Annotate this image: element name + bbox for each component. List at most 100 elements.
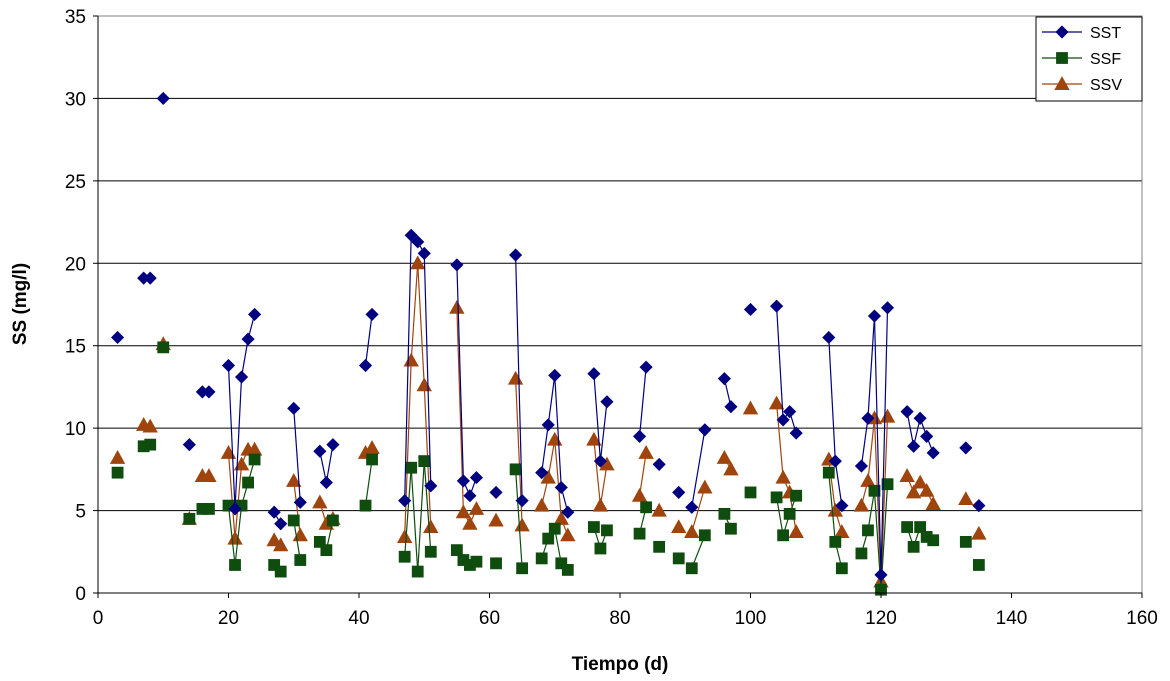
data-point xyxy=(286,473,302,487)
data-point xyxy=(640,501,652,514)
data-point xyxy=(548,522,561,535)
data-point xyxy=(672,485,686,500)
series-line-segment xyxy=(417,263,425,386)
series-line-segment xyxy=(234,377,243,509)
gridlines xyxy=(98,15,1142,512)
data-point xyxy=(202,385,216,399)
data-point xyxy=(490,557,502,570)
data-point xyxy=(918,482,935,497)
data-point xyxy=(312,494,328,509)
series-line-segment xyxy=(417,461,425,572)
data-point xyxy=(743,302,758,317)
series-line-segment xyxy=(834,461,843,506)
data-point xyxy=(913,411,927,425)
data-point xyxy=(229,559,241,571)
data-point xyxy=(685,562,698,575)
series-line-segment xyxy=(404,467,412,557)
data-point xyxy=(855,547,868,560)
data-point xyxy=(672,552,685,565)
data-point xyxy=(912,474,928,489)
data-point xyxy=(268,559,281,571)
data-point xyxy=(462,515,478,530)
legend-label: SST xyxy=(1090,25,1121,42)
data-point xyxy=(588,521,600,533)
data-point xyxy=(111,466,124,479)
series-line-segment xyxy=(410,263,419,361)
data-point xyxy=(685,500,699,514)
tick-labels: 0 5 10 15 20 25 30 35 0 20 40 60 80 100 120 140 160 xyxy=(65,7,1158,629)
data-point xyxy=(835,499,849,513)
x-tick-label: 0 xyxy=(93,608,104,629)
data-point xyxy=(652,457,666,471)
data-point xyxy=(959,441,973,455)
data-point xyxy=(227,530,243,545)
legend: SST SSF SSV xyxy=(1035,16,1143,102)
x-tick-label: 140 xyxy=(996,608,1028,629)
data-point xyxy=(907,439,921,453)
series-line-segment xyxy=(867,490,876,531)
series-line-segment xyxy=(906,411,915,447)
data-point xyxy=(287,514,300,527)
plot-area xyxy=(97,15,1143,594)
data-point xyxy=(829,535,842,548)
series-line-segment xyxy=(293,520,301,561)
data-point xyxy=(294,554,307,566)
data-point xyxy=(463,489,477,503)
data-point xyxy=(834,524,850,539)
x-tick-label: 20 xyxy=(218,608,239,629)
data-point xyxy=(927,534,940,547)
data-point xyxy=(359,499,372,512)
series-line-segment xyxy=(456,264,464,481)
data-point xyxy=(396,529,413,543)
data-point xyxy=(366,453,378,466)
data-point xyxy=(540,469,556,484)
series-line-segment xyxy=(880,307,889,575)
data-point xyxy=(144,438,157,451)
data-point xyxy=(489,485,503,500)
data-point xyxy=(905,484,922,499)
series-line-segment xyxy=(515,469,523,569)
series-line-segment xyxy=(227,505,236,566)
data-point xyxy=(358,358,373,373)
data-point xyxy=(365,307,379,321)
data-point xyxy=(470,555,483,568)
data-point xyxy=(507,370,524,385)
data-point xyxy=(770,491,783,504)
series-sst xyxy=(111,91,986,582)
data-point xyxy=(971,525,987,540)
legend-marker xyxy=(1054,76,1070,90)
data-point xyxy=(424,545,437,558)
series-line-segment xyxy=(776,497,784,536)
series-line-segment xyxy=(423,253,432,486)
data-point xyxy=(907,540,920,553)
data-point xyxy=(535,466,549,480)
series-line-segment xyxy=(227,452,236,539)
data-point xyxy=(879,408,896,423)
y-tick-label: 0 xyxy=(75,584,86,605)
data-point xyxy=(601,524,613,537)
data-point xyxy=(398,494,412,508)
x-tick-label: 40 xyxy=(348,608,369,629)
data-point xyxy=(862,524,874,537)
data-point xyxy=(313,444,327,458)
data-point xyxy=(469,471,484,485)
data-point xyxy=(899,468,915,482)
y-tick-label: 30 xyxy=(65,89,86,110)
y-tick-label: 5 xyxy=(75,502,86,523)
data-point xyxy=(783,405,797,419)
data-point xyxy=(313,535,326,548)
x-axis-title: Tiempo (d) xyxy=(572,654,669,675)
data-point xyxy=(423,519,439,534)
data-point xyxy=(698,423,712,437)
data-point xyxy=(449,299,465,314)
data-point xyxy=(790,489,803,502)
data-point xyxy=(600,395,614,409)
series-line-segment xyxy=(364,314,373,366)
data-point xyxy=(638,445,654,459)
series-line-segment xyxy=(776,306,784,420)
data-point xyxy=(274,565,287,578)
data-point xyxy=(516,562,529,575)
series-line-segment xyxy=(547,375,556,425)
data-point xyxy=(403,352,419,367)
